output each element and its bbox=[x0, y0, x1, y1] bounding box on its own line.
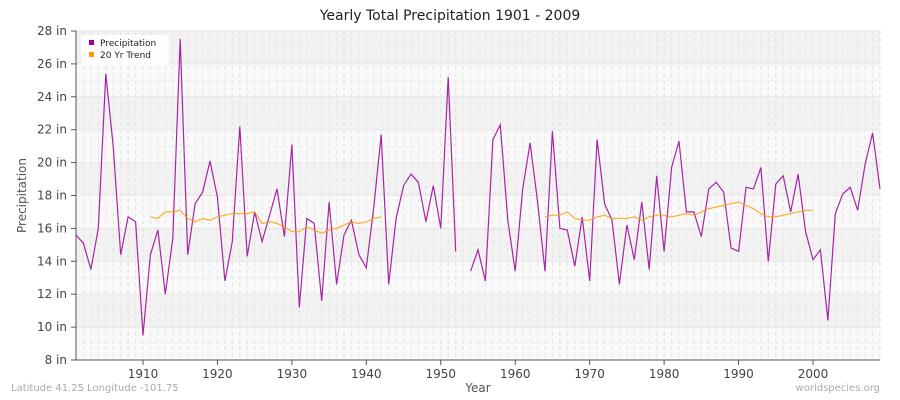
legend-swatch bbox=[89, 52, 94, 57]
trend-line bbox=[544, 201, 813, 221]
precipitation-line bbox=[75, 39, 457, 336]
y-tick-label: 14 in bbox=[37, 254, 67, 268]
x-axis-label: Year bbox=[464, 381, 490, 395]
y-tick-label: 26 in bbox=[37, 57, 67, 71]
y-tick-label: 18 in bbox=[37, 189, 67, 203]
precipitation-line bbox=[470, 122, 881, 321]
x-tick-label: 1920 bbox=[202, 367, 233, 381]
x-tick-label: 1910 bbox=[128, 367, 159, 381]
y-tick-label: 10 in bbox=[37, 320, 67, 334]
y-tick-label: 24 in bbox=[37, 90, 67, 104]
trend-line bbox=[150, 209, 382, 234]
y-tick-label: 28 in bbox=[37, 24, 67, 38]
y-axis-label: Precipitation bbox=[15, 158, 29, 233]
x-tick-label: 1960 bbox=[500, 367, 531, 381]
chart-title: Yearly Total Precipitation 1901 - 2009 bbox=[319, 8, 581, 24]
source-label: worldspecies.org bbox=[795, 383, 880, 394]
location-label: Latitude 41.25 Longitude -101.75 bbox=[11, 383, 179, 394]
x-tick-label: 1930 bbox=[277, 367, 308, 381]
legend-swatch bbox=[89, 40, 94, 45]
legend-label: Precipitation bbox=[100, 39, 156, 49]
legend: Precipitation 20 Yr Trend bbox=[81, 35, 169, 65]
x-tick-label: 1990 bbox=[723, 367, 754, 381]
y-tick-label: 16 in bbox=[37, 221, 67, 235]
y-tick-label: 12 in bbox=[37, 287, 67, 301]
x-tick-label: 1950 bbox=[426, 367, 457, 381]
y-tick-label: 22 in bbox=[37, 123, 67, 137]
y-tick-label: 8 in bbox=[45, 353, 67, 367]
x-tick-label: 2000 bbox=[798, 367, 829, 381]
x-tick-label: 1980 bbox=[649, 367, 680, 381]
x-tick-label: 1970 bbox=[574, 367, 605, 381]
y-tick-label: 20 in bbox=[37, 156, 67, 170]
legend-label: 20 Yr Trend bbox=[100, 51, 151, 61]
x-tick-label: 1940 bbox=[351, 367, 382, 381]
